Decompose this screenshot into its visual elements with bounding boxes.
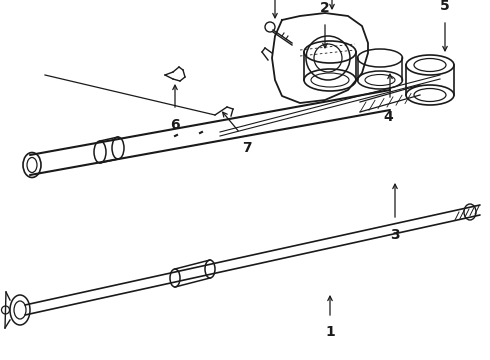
Text: 7: 7 [242,141,252,155]
Text: 6: 6 [170,118,180,132]
Text: 1: 1 [325,325,335,339]
Text: 2: 2 [320,1,330,15]
Text: 4: 4 [383,110,393,124]
Text: 3: 3 [390,228,400,242]
Text: 5: 5 [440,0,450,13]
